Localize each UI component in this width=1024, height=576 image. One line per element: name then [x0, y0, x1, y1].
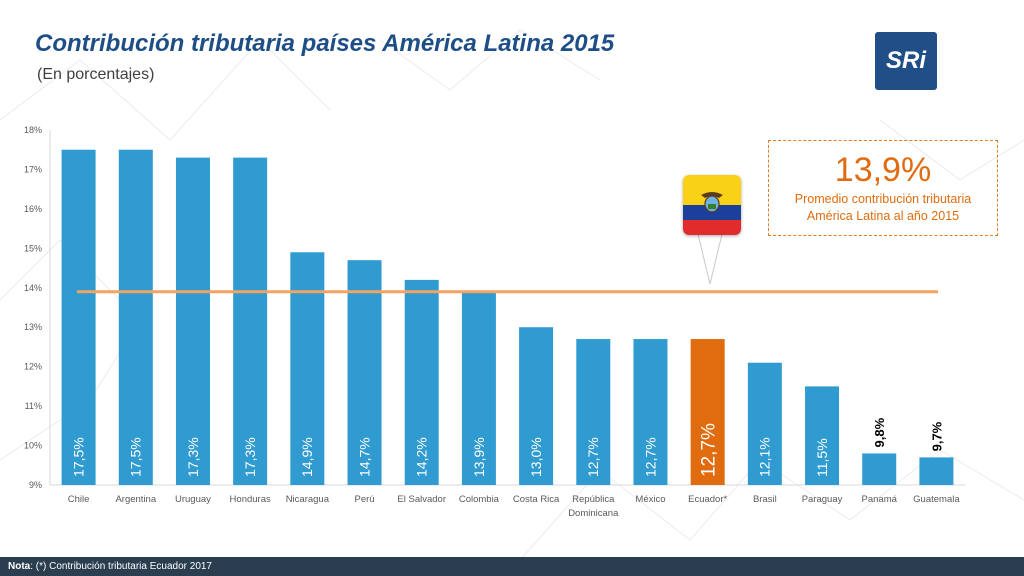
x-tick-label: Uruguay: [175, 494, 211, 505]
bar-value-label: 12,7%: [585, 437, 601, 477]
x-tick-label-line2: Dominicana: [568, 508, 619, 519]
bar-value-label: 13,0%: [528, 437, 544, 477]
bar: [118, 149, 153, 485]
callout-pointer: [697, 233, 723, 285]
bar-value-label: 17,5%: [70, 437, 86, 477]
bar-chart: 9% 10% 11% 12% 13% 14% 15% 16% 17% 18% 17,5% Chile 1…: [24, 125, 965, 519]
ecuador-flag-icon: [683, 175, 741, 235]
footer-label: Nota: [8, 561, 31, 572]
x-tick-label: República: [572, 494, 615, 505]
x-tick-label: Paraguay: [802, 494, 843, 505]
y-tick-label: 17%: [24, 164, 42, 174]
bar-value-label: 12,1%: [757, 437, 773, 477]
y-tick-label: 10%: [24, 441, 42, 451]
bar-value-label: 13,9%: [471, 437, 487, 477]
x-tick-label: Nicaragua: [286, 494, 330, 505]
sri-logo: SRi: [875, 32, 937, 90]
bar-value-label: 17,3%: [242, 437, 258, 477]
y-tick-label: 9%: [29, 480, 42, 490]
footer-note: Nota: (*) Contribución tributaria Ecuado…: [0, 557, 1024, 576]
bar-value-label: 12,7%: [642, 437, 658, 477]
bar-value-label: 9,8%: [872, 417, 887, 447]
bar: [175, 157, 210, 485]
bar-value-label: 14,7%: [356, 437, 372, 477]
bar-value-label: 17,3%: [185, 437, 201, 477]
bar: [519, 327, 554, 485]
bar-value-label: 9,7%: [929, 421, 944, 451]
average-value: 13,9%: [834, 151, 932, 189]
bar-value-label: 14,9%: [299, 437, 315, 477]
average-description-line1: Promedio contribución tributaria: [794, 192, 972, 206]
x-tick-label: Argentina: [115, 494, 156, 505]
bar: [862, 453, 897, 485]
y-tick-label: 14%: [24, 283, 42, 293]
bar: [347, 260, 382, 485]
bar: [461, 291, 496, 485]
bar-value-label: 12,7%: [698, 423, 719, 477]
ecuador-coat-of-arms-icon: [701, 192, 723, 213]
bar: [747, 362, 782, 485]
y-tick-label: 13%: [24, 322, 42, 332]
y-tick-label: 16%: [24, 204, 42, 214]
x-tick-label: El Salvador: [397, 494, 446, 505]
page-title: Contribución tributaria países América L…: [35, 30, 615, 57]
y-tick-label: 12%: [24, 362, 42, 372]
average-callout: 13,9% Promedio contribución tributaria A…: [768, 140, 998, 236]
y-tick-label: 18%: [24, 125, 42, 135]
x-tick-label: Chile: [68, 494, 90, 505]
x-tick-label: Honduras: [230, 494, 271, 505]
logo-text: SRi: [885, 47, 926, 74]
bar: [690, 339, 725, 485]
y-tick-label: 15%: [24, 243, 42, 253]
bar-value-label: 14,2%: [414, 437, 430, 477]
bar: [919, 457, 954, 485]
bar: [633, 339, 668, 485]
x-tick-label: Perú: [354, 494, 374, 505]
bar: [404, 279, 439, 485]
x-tick-label: Colombia: [459, 494, 500, 505]
footer-text: : (*) Contribución tributaria Ecuador 20…: [30, 561, 212, 572]
average-description-line2: América Latina al año 2015: [806, 209, 960, 223]
bar: [61, 149, 96, 485]
bar: [233, 157, 268, 485]
bar-value-label: 17,5%: [128, 437, 144, 477]
x-tick-label: Guatemala: [913, 494, 960, 505]
page-subtitle: (En porcentajes): [37, 66, 155, 83]
x-tick-label: Panamá: [862, 494, 898, 505]
x-tick-label: Ecuador*: [688, 494, 727, 505]
y-tick-label: 11%: [25, 401, 42, 411]
x-tick-label: México: [635, 494, 665, 505]
bar: [805, 386, 840, 485]
x-tick-label: Brasil: [753, 494, 777, 505]
bar-value-label: 11,5%: [814, 438, 830, 477]
x-tick-label: Costa Rica: [513, 494, 560, 505]
bar: [576, 339, 611, 485]
